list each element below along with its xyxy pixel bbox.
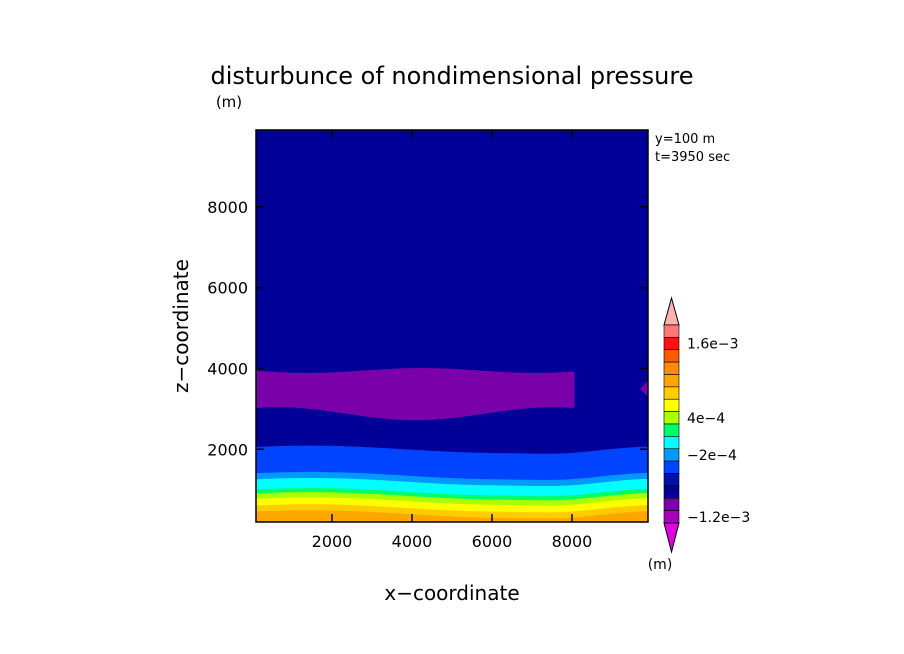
contour-plot-area [256, 130, 648, 522]
chart-units-label: (m) [216, 93, 242, 111]
x-tick-label: 4000 [392, 532, 433, 551]
colorbar-swatch [663, 423, 680, 437]
colorbar-swatch [663, 411, 680, 425]
contour-band-upper-13 [256, 130, 648, 522]
colorbar-max-triangle [663, 296, 680, 326]
colorbar-min-triangle [663, 522, 680, 554]
y-tick-label: 4000 [207, 359, 248, 378]
colorbar-tick-label: 1.6e−3 [687, 337, 739, 353]
colorbar-unit-label: (m) [648, 557, 673, 573]
colorbar-swatch [663, 510, 680, 524]
plot-frame [255, 129, 649, 523]
annotation-t: t=3950 sec [655, 150, 730, 165]
colorbar-swatch [663, 436, 680, 450]
y-tick-label: 6000 [207, 279, 248, 298]
chart-title: disturbunce of nondimensional pressure [211, 62, 694, 90]
colorbar-tick-label: −2e−4 [687, 448, 737, 464]
x-axis: 2000 4000 6000 8000 [312, 130, 593, 551]
colorbar-swatch [663, 485, 680, 499]
colorbar-tick-label: −1.2e−3 [687, 510, 750, 526]
colorbar-swatch [663, 398, 680, 412]
colorbar-tick-label: 4e−4 [687, 411, 725, 427]
x-tick-label: 6000 [472, 532, 513, 551]
colorbar-swatch [663, 460, 680, 474]
colorbar-swatch [663, 337, 680, 351]
x-axis-label: x−coordinate [384, 581, 519, 605]
y-tick-label: 8000 [207, 198, 248, 217]
contour-region-minimum [256, 368, 575, 421]
y-tick-label: 2000 [207, 440, 248, 459]
x-tick-label: 8000 [552, 532, 593, 551]
x-tick-label: 2000 [312, 532, 353, 551]
contour-band-lower-7 [256, 510, 648, 522]
colorbar [663, 296, 680, 554]
colorbar-swatch [663, 374, 680, 388]
colorbar-swatch [663, 448, 680, 462]
colorbar-swatch [663, 324, 680, 338]
y-axis-label: z−coordinate [169, 259, 193, 393]
colorbar-swatch [663, 361, 680, 375]
contour-region-minimum-edge [640, 380, 648, 397]
colorbar-swatch [663, 497, 680, 511]
colorbar-swatch [663, 386, 680, 400]
colorbar-labels: 1.6e−3 4e−4 −2e−4 −1.2e−3 [687, 337, 750, 526]
annotation-y: y=100 m [655, 132, 715, 147]
colorbar-swatch [663, 473, 680, 487]
y-axis: 2000 4000 6000 8000 [207, 198, 648, 459]
colorbar-swatch [663, 349, 680, 363]
